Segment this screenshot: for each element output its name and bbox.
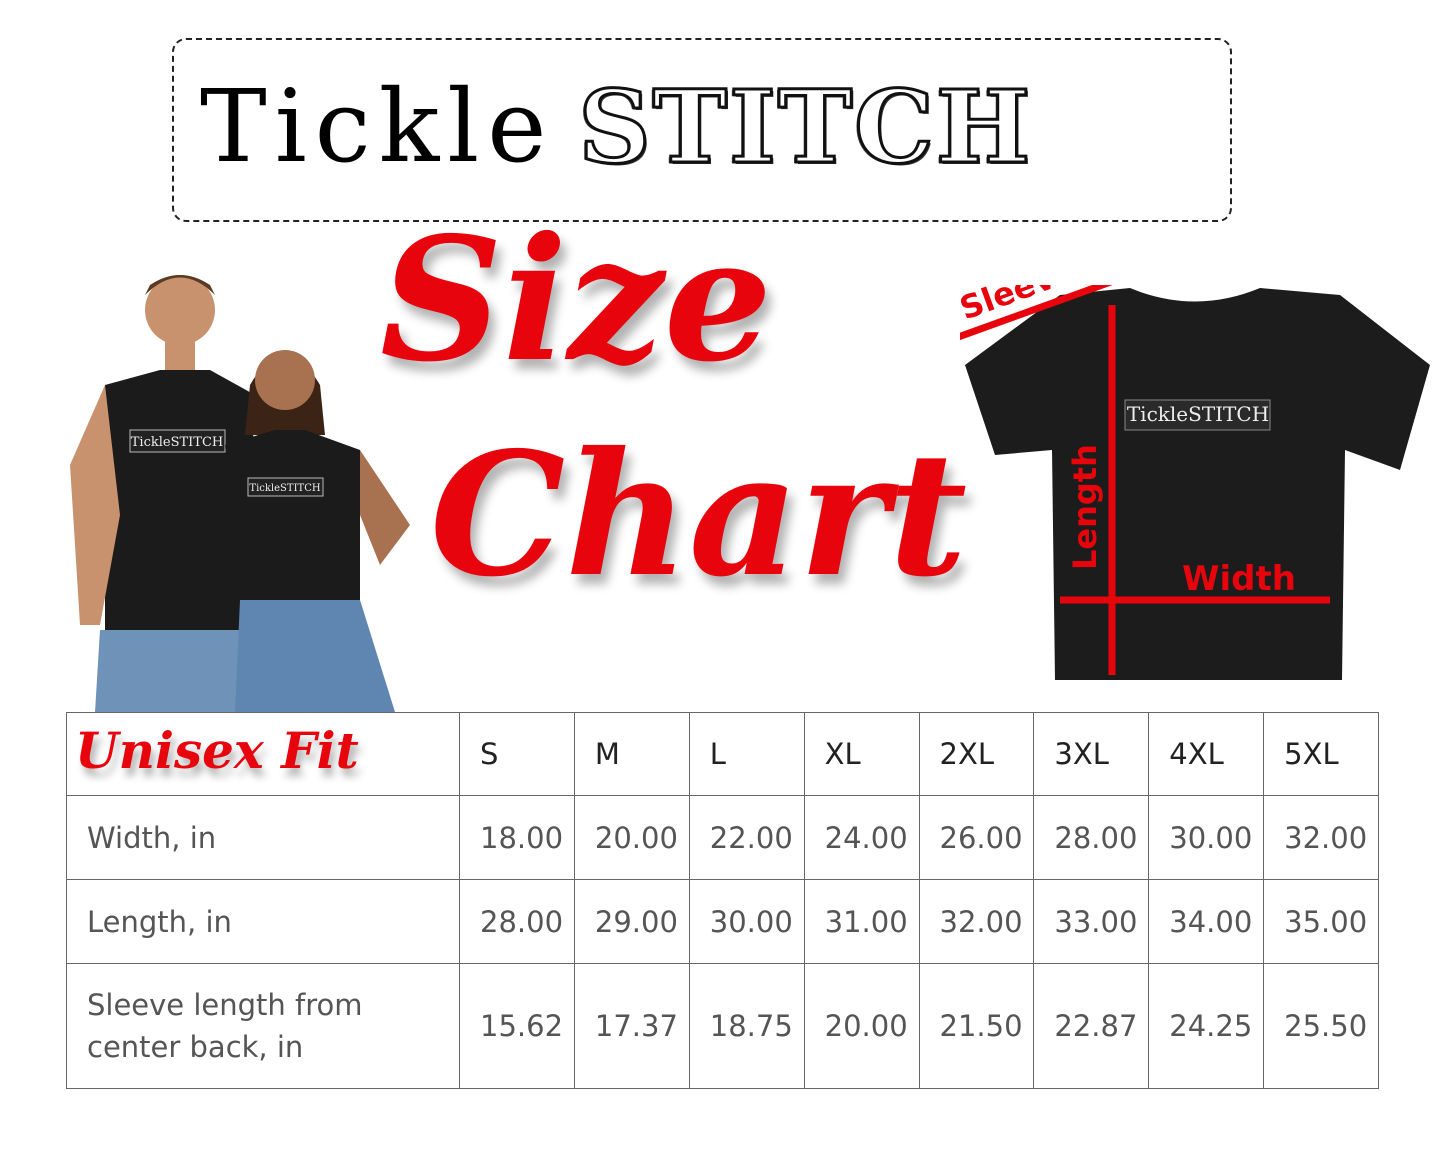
shirt-shape — [965, 288, 1430, 680]
cell: 32.00 — [1263, 795, 1379, 880]
size-header: 2XL — [918, 712, 1035, 796]
size-header: S — [459, 712, 575, 796]
cell: 22.87 — [1033, 963, 1150, 1089]
cell: 17.37 — [573, 963, 690, 1089]
shirt-diagram: TickleSTITCH Sleeve Length Width — [960, 285, 1430, 680]
cell: 31.00 — [803, 879, 920, 964]
size-header: XL — [803, 712, 920, 796]
woman: TickleSTITCH — [225, 350, 410, 712]
man-shirt-print: TickleSTITCH — [131, 435, 224, 450]
logo-stitch: STITCH — [577, 68, 1033, 186]
corner-cell: Unisex Fit — [66, 712, 460, 796]
size-header: 5XL — [1263, 712, 1379, 796]
sleeve-line — [960, 285, 1113, 341]
unisex-fit-label: Unisex Fit — [75, 720, 359, 780]
cell: 28.00 — [1033, 795, 1150, 880]
cell: 25.50 — [1263, 963, 1379, 1089]
cell: 18.00 — [459, 795, 575, 880]
models-photo: TickleSTITCH TickleSTITCH — [70, 275, 410, 712]
size-header: M — [573, 712, 690, 796]
table-row: Width, in 18.00 20.00 22.00 24.00 26.00 … — [66, 795, 1379, 880]
size-header: 4XL — [1148, 712, 1265, 796]
length-label: Length — [1066, 444, 1104, 570]
title-size: Size — [380, 200, 773, 400]
size-table: Unisex Fit S M L XL 2XL 3XL 4XL 5XL Widt… — [66, 712, 1379, 1089]
table-row: Length, in 28.00 29.00 30.00 31.00 32.00… — [66, 879, 1379, 964]
logo: Tickle STITCH — [200, 52, 1210, 202]
cell: 24.25 — [1148, 963, 1265, 1089]
logo-frame — [172, 38, 1232, 222]
cell: 20.00 — [573, 795, 690, 880]
shirt-print: TickleSTITCH — [1127, 402, 1269, 426]
cell: 26.00 — [918, 795, 1035, 880]
cell: 29.00 — [573, 879, 690, 964]
cell: 33.00 — [1033, 879, 1150, 964]
cell: 34.00 — [1148, 879, 1265, 964]
cell: 24.00 — [803, 795, 920, 880]
cell: 32.00 — [918, 879, 1035, 964]
cell: 35.00 — [1263, 879, 1379, 964]
table-row: Sleeve length from center back, in 15.62… — [66, 963, 1379, 1089]
cell: 21.50 — [918, 963, 1035, 1089]
table-header-row: Unisex Fit S M L XL 2XL 3XL 4XL 5XL — [66, 712, 1379, 796]
width-label: Width — [1182, 559, 1296, 599]
title-chart: Chart — [430, 415, 968, 615]
man: TickleSTITCH — [70, 275, 255, 712]
woman-shirt-print: TickleSTITCH — [249, 483, 320, 494]
row-label: Width, in — [66, 795, 460, 880]
cell: 28.00 — [459, 879, 575, 964]
row-label: Sleeve length from center back, in — [66, 963, 460, 1089]
cell: 30.00 — [1148, 795, 1265, 880]
cell: 22.00 — [688, 795, 805, 880]
cell: 18.75 — [688, 963, 805, 1089]
size-header: L — [688, 712, 805, 796]
row-label: Length, in — [66, 879, 460, 964]
cell: 15.62 — [459, 963, 575, 1089]
cell: 30.00 — [688, 879, 805, 964]
size-header: 3XL — [1033, 712, 1150, 796]
logo-tickle: Tickle — [200, 68, 555, 185]
cell: 20.00 — [803, 963, 920, 1089]
